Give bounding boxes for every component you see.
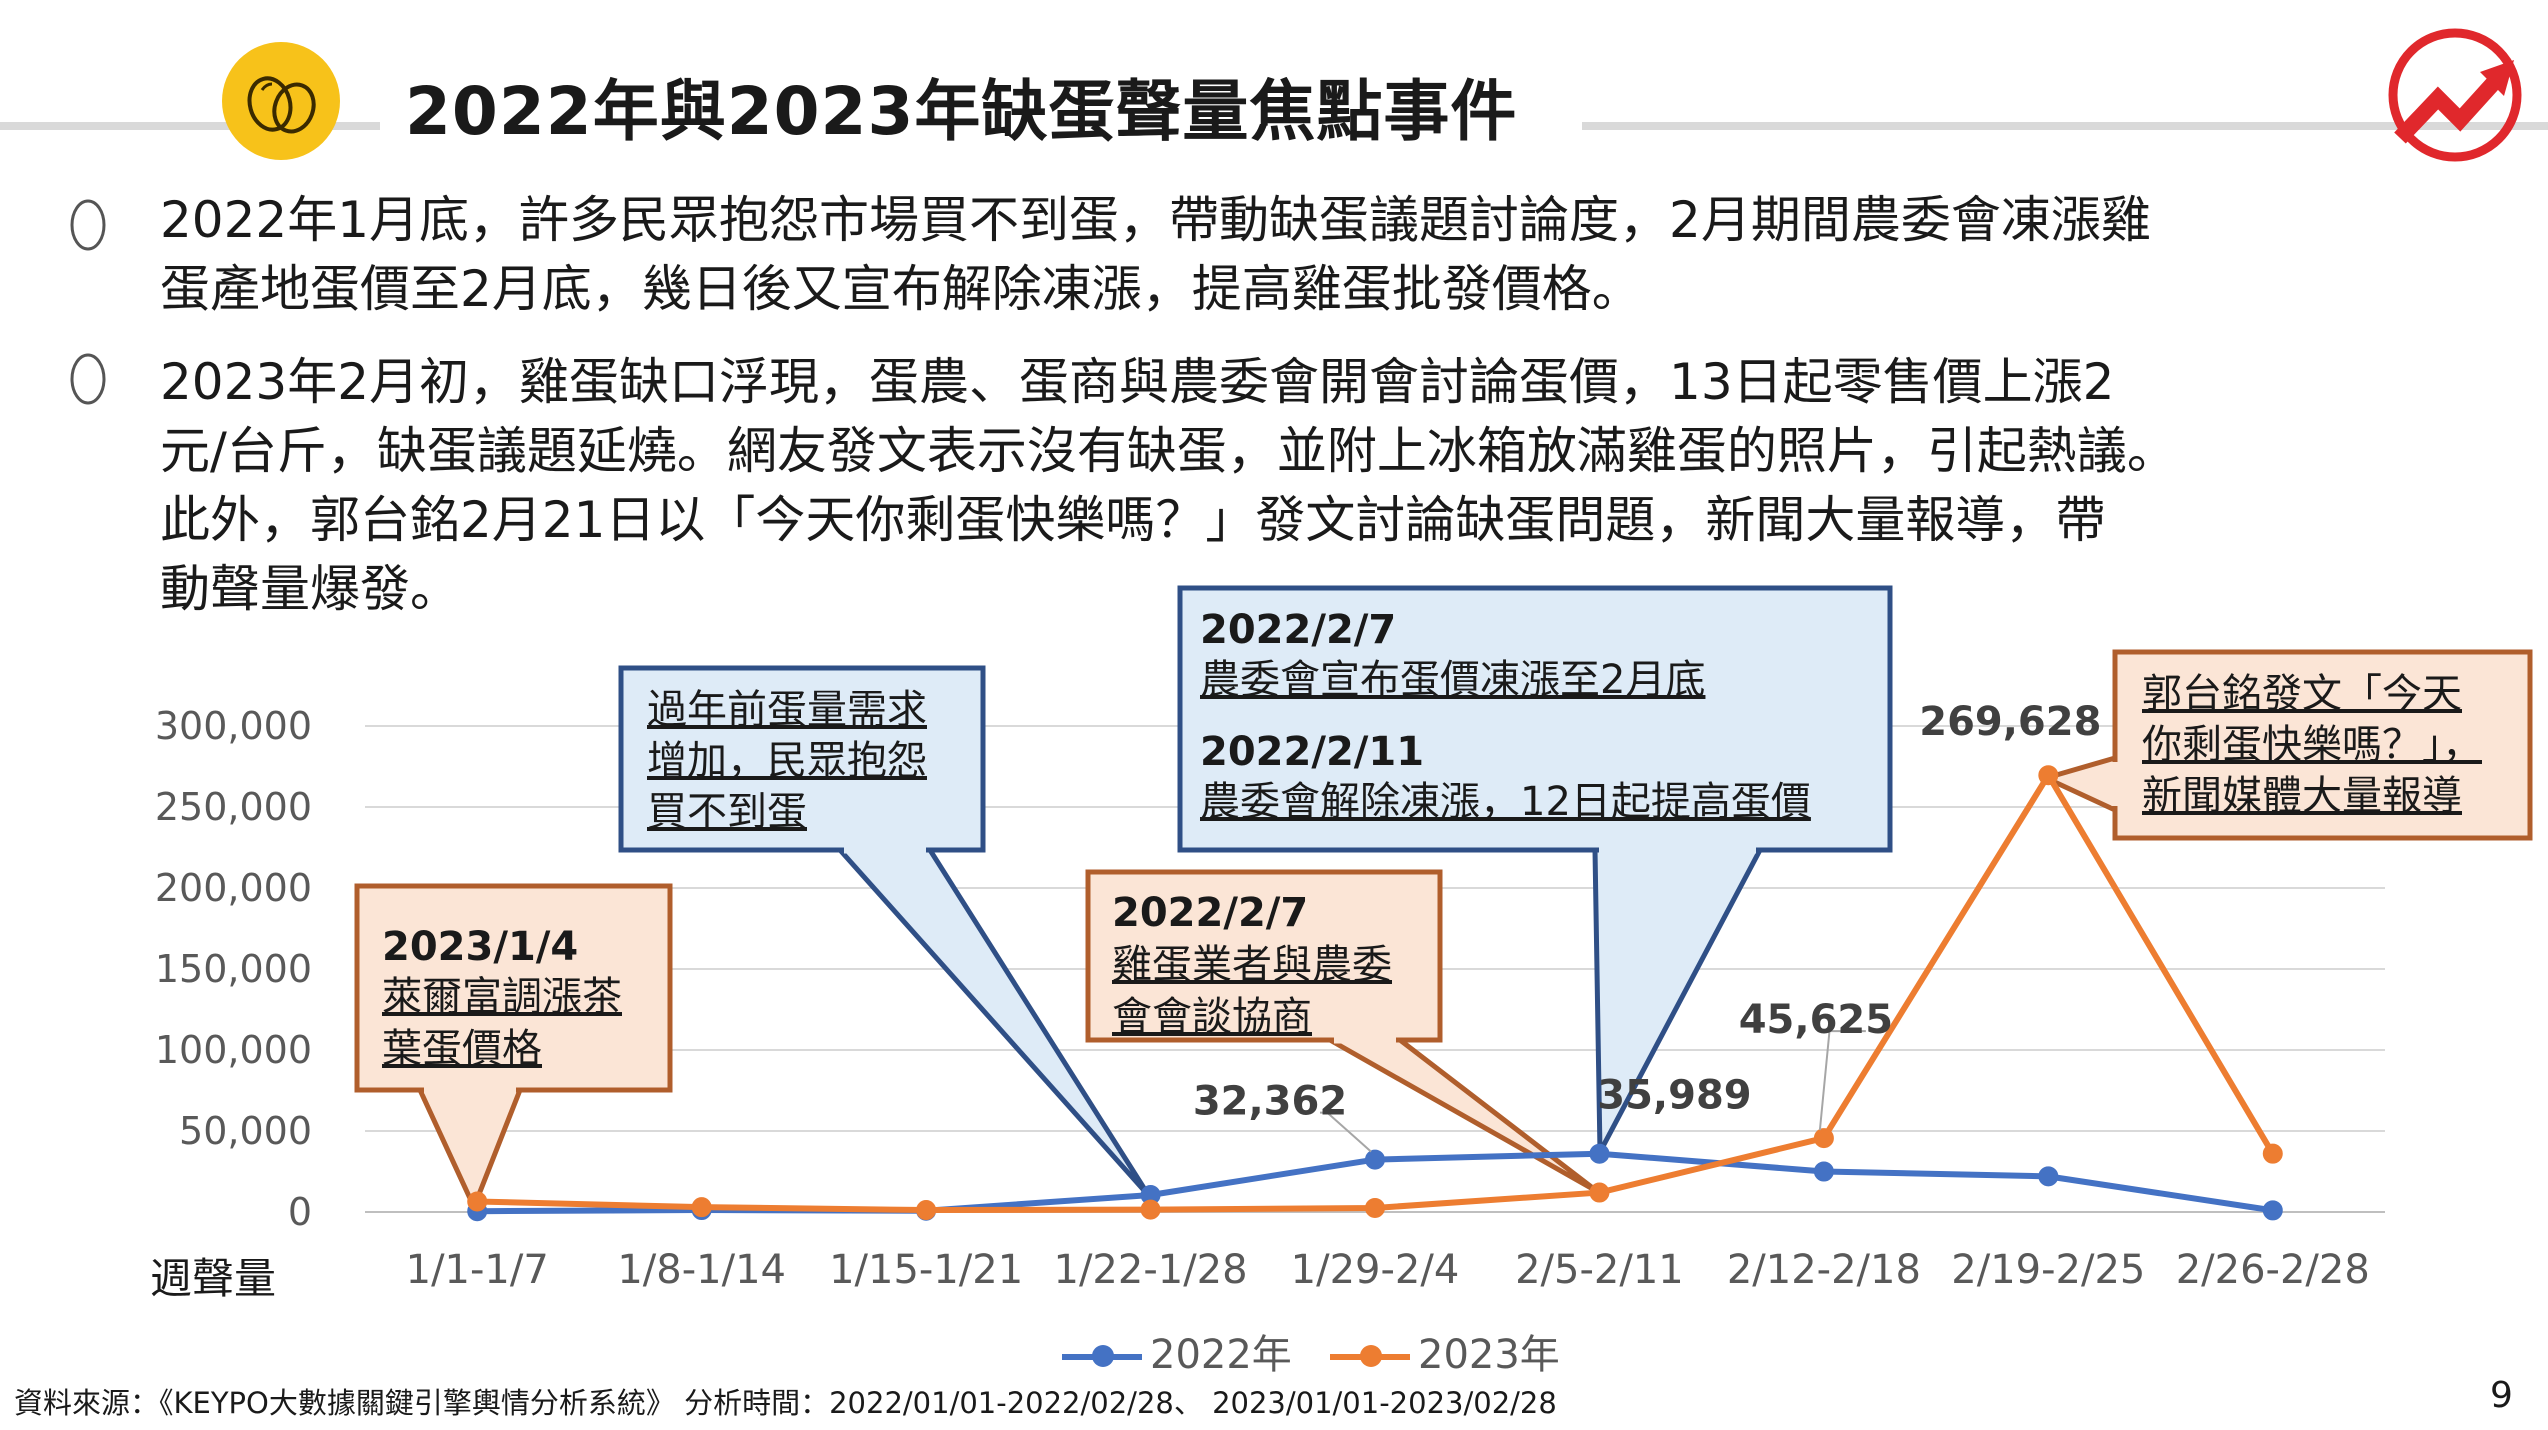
- data-point: [1140, 1199, 1161, 1220]
- data-point: [1365, 1149, 1385, 1170]
- legend-swatch-2023: [1330, 1345, 1410, 1367]
- data-point: [1589, 1143, 1610, 1164]
- data-point: [467, 1191, 488, 1212]
- data-point: [1365, 1197, 1385, 1218]
- callout-date: 2022/2/7: [1112, 890, 1308, 936]
- y-axis-title: 週聲量: [150, 1254, 277, 1303]
- callout-box: [2112, 649, 2533, 841]
- source-note: 資料來源：《KEYPO大數據關鍵引擎輿情分析系統》 分析時間：2022/01/0…: [14, 1386, 1557, 1420]
- legend-swatch-2022: [1062, 1345, 1142, 1367]
- x-tick-label: 1/22-1/28: [1054, 1247, 1248, 1293]
- callout-box: [354, 883, 673, 1093]
- bullet-2-line: 2023年2月初，雞蛋缺口浮現，蛋農、蛋商與農委會開會討論蛋價，13日起零售價上…: [160, 353, 2115, 411]
- eggs-logo-icon: [222, 42, 340, 160]
- brand-logo-icon: [2380, 20, 2530, 170]
- callout-box: [1177, 585, 1893, 853]
- callout-text: 新聞媒體大量報導: [2142, 773, 2462, 819]
- callout-text: 過年前蛋量需求: [647, 687, 927, 733]
- data-point: [1813, 1128, 1834, 1149]
- data-point: [2262, 1143, 2283, 1164]
- data-point: [2038, 1166, 2059, 1187]
- callout-date: 2022/2/11: [1200, 729, 1424, 775]
- data-label: 45,625: [1739, 997, 1893, 1043]
- callout-5: 郭台銘發文「今天你剩蛋快樂嗎？」， 新聞媒體大量報導: [2038, 649, 2533, 841]
- x-tick-label: 1/8-1/14: [617, 1247, 786, 1293]
- y-tick-label: 100,000: [155, 1028, 312, 1072]
- callout-box: [1085, 869, 1443, 1043]
- y-tick-label: 250,000: [155, 785, 312, 829]
- page-title: 2022年與2023年缺蛋聲量焦點事件: [405, 73, 1518, 150]
- callout-date: 2023/1/4: [382, 924, 578, 970]
- legend-2022: 2022年: [1062, 1322, 1292, 1380]
- x-tick-label: 1/29-2/4: [1291, 1247, 1460, 1293]
- callout-text: 會會談協商: [1112, 994, 1312, 1040]
- egg-bullet-icon: [68, 350, 108, 406]
- x-tick-label: 1/1-1/7: [406, 1247, 549, 1293]
- data-label: 269,628: [1919, 699, 2101, 745]
- header-line-right: [1582, 122, 2548, 130]
- callout-text: 雞蛋業者與農委: [1112, 942, 1392, 988]
- data-point: [1813, 1161, 1834, 1182]
- bullet-paragraph-1: 2022年1月底，許多民眾抱怨市場買不到蛋，帶動缺蛋議題討論度，2月期間農委會凍…: [160, 186, 2151, 324]
- bullet-2-line: 動聲量爆發。: [160, 560, 460, 618]
- bullet-2-line: 此外，郭台銘2月21日以「今天你剩蛋快樂嗎？」發文討論缺蛋問題，新聞大量報導，帶: [160, 491, 2106, 549]
- x-tick-label: 2/26-2/28: [2176, 1247, 2370, 1293]
- data-label: 35,989: [1597, 1073, 1751, 1119]
- page-number: 9: [2490, 1375, 2513, 1416]
- data-point: [2262, 1200, 2283, 1221]
- data-label-leader: [1818, 1030, 1866, 1131]
- callout-text: 農委會宣布蛋價凍漲至2月底: [1200, 657, 1705, 703]
- callout-box: [618, 665, 986, 853]
- x-tick-label: 2/5-2/11: [1515, 1247, 1684, 1293]
- data-point: [691, 1197, 712, 1218]
- x-tick-label: 2/19-2/25: [1951, 1247, 2145, 1293]
- data-label: 32,362: [1193, 1079, 1347, 1125]
- legend-label-2023: 2023年: [1418, 1332, 1560, 1378]
- callout-text: 買不到蛋: [647, 789, 807, 835]
- egg-bullet-icon: [68, 196, 108, 252]
- data-point: [916, 1200, 937, 1221]
- y-tick-label: 300,000: [155, 704, 312, 748]
- callout-text: 你剩蛋快樂嗎？」，: [2142, 722, 2482, 768]
- callout-pointer: [416, 1087, 524, 1214]
- x-tick-label: 1/15-1/21: [829, 1247, 1023, 1293]
- y-tick-label: 50,000: [179, 1109, 312, 1153]
- bullet-paragraph-2: 2023年2月初，雞蛋缺口浮現，蛋農、蛋商與農委會開會討論蛋價，13日起零售價上…: [160, 348, 2177, 624]
- data-point: [1589, 1182, 1610, 1203]
- callout-text: 增加，民眾抱怨: [647, 738, 927, 784]
- bullet-2-line: 元/台斤，缺蛋議題延燒。網友發文表示沒有缺蛋，並附上冰箱放滿雞蛋的照片，引起熱議…: [160, 422, 2177, 480]
- callout-pointer: [1320, 1037, 1600, 1195]
- callout-text: 葉蛋價格: [382, 1026, 542, 1072]
- legend-label-2022: 2022年: [1150, 1332, 1292, 1378]
- x-tick-label: 2/12-2/18: [1727, 1247, 1921, 1293]
- y-tick-label: 150,000: [155, 947, 312, 991]
- legend-2023: 2023年: [1330, 1322, 1560, 1380]
- y-tick-label: 0: [288, 1190, 312, 1234]
- y-tick-label: 200,000: [155, 866, 312, 910]
- bullet-1-line: 蛋產地蛋價至2月底，幾日後又宣布解除凍漲，提高雞蛋批發價格。: [160, 260, 1642, 318]
- callout-date: 2022/2/7: [1200, 607, 1396, 653]
- callout-text: 郭台銘發文「今天: [2142, 671, 2462, 717]
- callout-text: 萊爾富調漲茶: [382, 974, 622, 1020]
- callout-text: 農委會解除凍漲，12日起提高蛋價: [1200, 779, 1811, 825]
- bullet-1-line: 2022年1月底，許多民眾抱怨市場買不到蛋，帶動缺蛋議題討論度，2月期間農委會凍…: [160, 191, 2151, 249]
- data-label-leader: [1320, 1111, 1372, 1153]
- header-line-left: [0, 122, 380, 130]
- data-point: [2038, 765, 2059, 786]
